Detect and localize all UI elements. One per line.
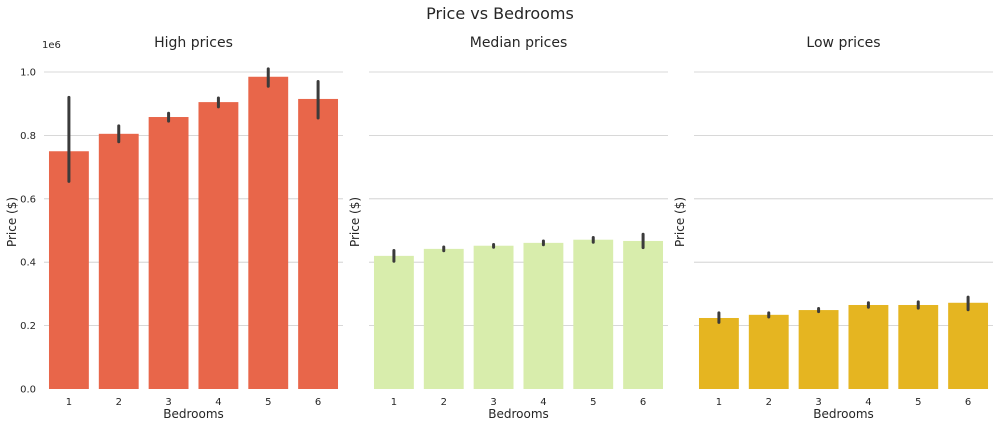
x-tick-label: 2 xyxy=(116,397,122,408)
y-tick-label: 0.8 xyxy=(20,131,36,142)
y-tick-label: 1.0 xyxy=(20,68,36,79)
x-tick-label: 3 xyxy=(165,397,171,408)
x-axis-label: Bedrooms xyxy=(488,407,549,421)
x-tick-label: 5 xyxy=(915,397,921,408)
x-tick-label: 3 xyxy=(815,397,821,408)
subplot-title: High prices xyxy=(154,35,233,51)
y-axis-label: Price ($) xyxy=(673,197,687,247)
y-tick-label: 0.0 xyxy=(20,385,36,396)
x-tick-label: 2 xyxy=(766,397,772,408)
bar-3 xyxy=(798,310,839,389)
x-tick-label: 1 xyxy=(716,397,722,408)
bar-6 xyxy=(623,240,664,389)
bar-1 xyxy=(48,151,89,389)
bar-3 xyxy=(148,117,189,389)
bar-3 xyxy=(473,245,514,389)
bar-2 xyxy=(98,133,139,389)
x-tick-label: 6 xyxy=(965,397,971,408)
x-tick-label: 4 xyxy=(865,397,871,408)
subplot-3: 1 2 3 4 5 6 Low prices Bedrooms Price ($) xyxy=(673,35,993,421)
x-tick-label: 4 xyxy=(215,397,221,408)
bar-5 xyxy=(573,239,614,389)
x-tick-label: 1 xyxy=(66,397,72,408)
x-axis-label: Bedrooms xyxy=(163,407,224,421)
y-axis-label: Price ($) xyxy=(348,197,362,247)
figure-title: Price vs Bedrooms xyxy=(426,4,574,23)
x-tick-label: 4 xyxy=(540,397,546,408)
bar-4 xyxy=(523,242,564,389)
x-tick-label: 3 xyxy=(490,397,496,408)
x-tick-label: 1 xyxy=(391,397,397,408)
x-tick-label: 2 xyxy=(441,397,447,408)
bar-6 xyxy=(948,302,989,389)
y-axis-label: Price ($) xyxy=(5,197,19,247)
bar-1 xyxy=(373,255,414,389)
bar-4 xyxy=(198,102,239,390)
subplot-1: 1 2 3 4 5 6 0.0 0.2 0.4 0.6 0.8 1.0 1e6 High prices Be… xyxy=(5,35,343,421)
subplot-title: Median prices xyxy=(470,35,568,51)
y-offset-label: 1e6 xyxy=(42,40,61,51)
x-tick-label: 5 xyxy=(590,397,596,408)
subplot-2: 1 2 3 4 5 6 Median prices Bedrooms Price ($) xyxy=(348,35,668,421)
y-tick-label: 0.6 xyxy=(20,194,36,205)
bar-2 xyxy=(423,248,464,389)
bar-5 xyxy=(898,304,939,389)
x-tick-label: 6 xyxy=(315,397,321,408)
x-axis-label: Bedrooms xyxy=(813,407,874,421)
x-tick-label: 5 xyxy=(265,397,271,408)
subplot-title: Low prices xyxy=(806,35,880,51)
x-tick-label: 6 xyxy=(640,397,646,408)
bar-4 xyxy=(848,304,889,389)
bar-1 xyxy=(698,317,739,389)
y-tick-label: 0.2 xyxy=(20,321,36,332)
bar-2 xyxy=(748,314,789,389)
bar-6 xyxy=(298,98,339,389)
y-tick-label: 0.4 xyxy=(20,258,36,269)
bar-5 xyxy=(248,76,289,389)
